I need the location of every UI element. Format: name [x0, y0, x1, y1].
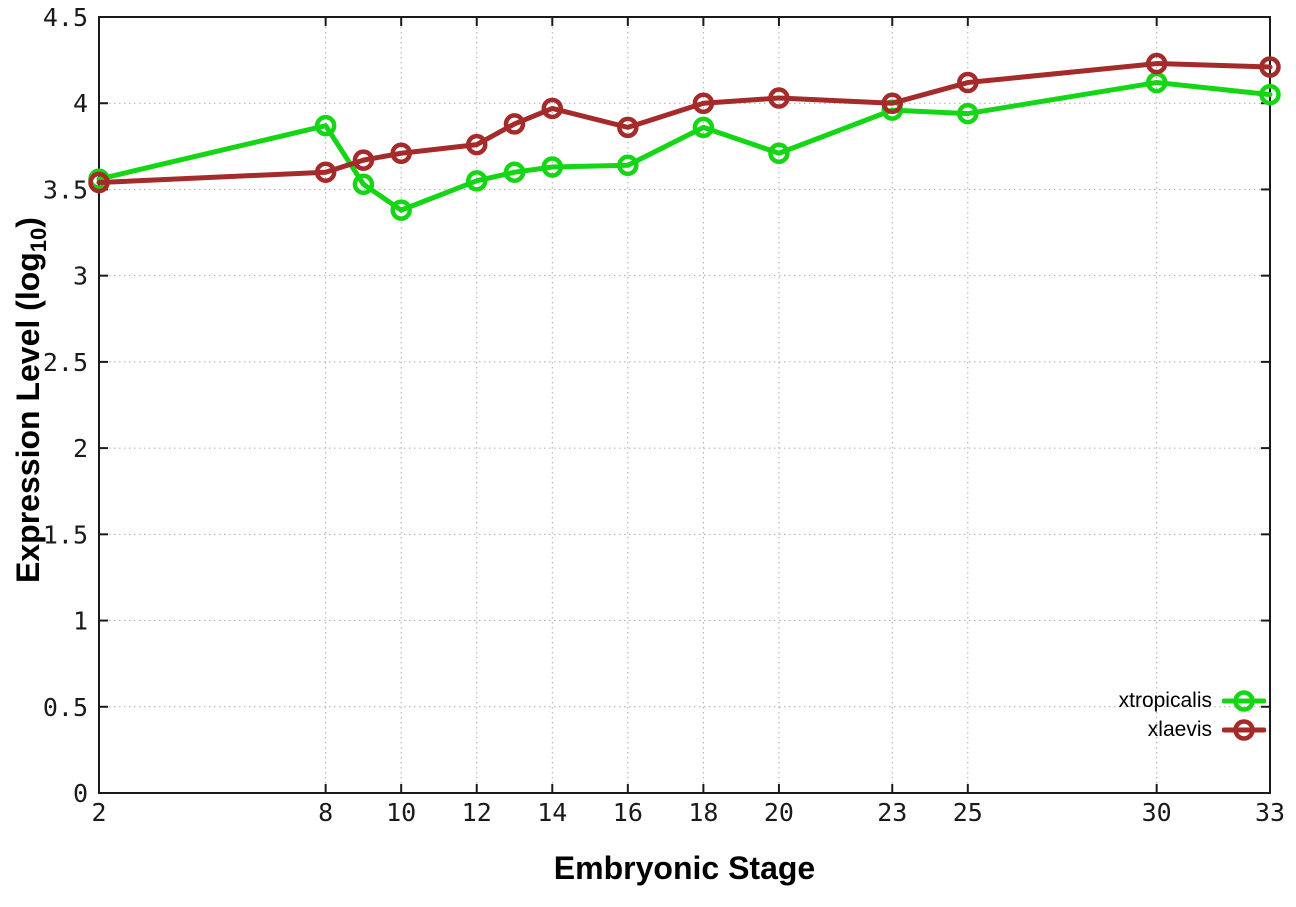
- data-point-xtropicalis: [465, 170, 488, 192]
- x-tick-label: 2: [91, 798, 106, 827]
- legend-marker-icon: [1222, 690, 1266, 712]
- data-point-xlaevis: [88, 171, 110, 194]
- x-tick-label: 25: [953, 798, 983, 827]
- data-point-xtropicalis: [390, 199, 412, 221]
- data-point-xtropicalis: [768, 142, 790, 164]
- data-point-xlaevis: [503, 113, 526, 135]
- data-point-xlaevis: [1145, 52, 1168, 75]
- y-tick-label: 4.5: [43, 3, 88, 32]
- x-tick-label: 20: [764, 798, 794, 827]
- data-point-xtropicalis: [617, 154, 639, 177]
- y-axis-title: Expression Level (log10): [10, 217, 52, 583]
- plot-border: [98, 16, 1271, 794]
- series-line-xlaevis: [96, 61, 1273, 186]
- y-tick-label: 3: [73, 262, 88, 291]
- x-tick-label: 23: [877, 798, 907, 827]
- x-tick-label: 14: [537, 798, 567, 827]
- x-tick-label: 30: [1142, 798, 1172, 827]
- y-tick-label: 4: [73, 89, 88, 118]
- y-axis-title-close: ): [9, 217, 46, 228]
- y-tick-label: 1.5: [43, 520, 88, 549]
- y-tick-label: 3.5: [43, 175, 88, 204]
- data-point-xtropicalis: [1259, 83, 1281, 106]
- data-point-xtropicalis: [503, 161, 526, 183]
- data-point-xlaevis: [352, 149, 375, 171]
- y-tick-label: 0: [73, 779, 88, 808]
- data-point-xlaevis: [390, 142, 412, 164]
- legend-item-xtropicalis: xtropicalis: [1119, 687, 1266, 715]
- data-point-xtropicalis: [541, 156, 564, 178]
- x-tick-label: 33: [1255, 798, 1285, 827]
- x-tick-label: 10: [386, 798, 416, 827]
- data-point-xtropicalis: [352, 173, 375, 196]
- y-axis-title-subscript: 10: [26, 227, 52, 253]
- data-point-xtropicalis: [692, 116, 715, 139]
- legend-label: xlaevis: [1147, 718, 1212, 741]
- x-tick-label: 16: [613, 798, 643, 827]
- legend-label: xtropicalis: [1118, 689, 1212, 712]
- series-line-xtropicalis: [96, 80, 1273, 213]
- data-point-xlaevis: [881, 92, 904, 114]
- data-point-xlaevis: [617, 116, 639, 139]
- data-point-xlaevis: [957, 71, 979, 94]
- data-point-xlaevis: [692, 92, 715, 114]
- data-point-xlaevis: [541, 97, 564, 120]
- y-tick-label: 0.5: [43, 693, 88, 722]
- y-tick-label: 2.5: [43, 348, 88, 377]
- x-tick-label: 8: [318, 798, 333, 827]
- data-point-xtropicalis: [314, 114, 337, 137]
- data-point-xlaevis: [314, 161, 337, 183]
- data-point-xtropicalis: [957, 102, 979, 125]
- data-point-xlaevis: [465, 133, 488, 156]
- legend-marker-icon: [1222, 719, 1266, 741]
- x-tick-label: 12: [462, 798, 492, 827]
- data-point-xlaevis: [1259, 56, 1281, 78]
- x-axis-title: Embryonic Stage: [553, 850, 816, 886]
- legend: xtropicalis xlaevis: [1119, 687, 1266, 744]
- y-tick-label: 1: [73, 607, 88, 636]
- x-tick-label: 18: [688, 798, 718, 827]
- y-axis-title-text: Expression Level (log: [9, 252, 46, 583]
- data-point-xlaevis: [768, 87, 790, 109]
- legend-item-xlaevis: xlaevis: [1148, 716, 1266, 744]
- y-tick-label: 2: [73, 434, 88, 463]
